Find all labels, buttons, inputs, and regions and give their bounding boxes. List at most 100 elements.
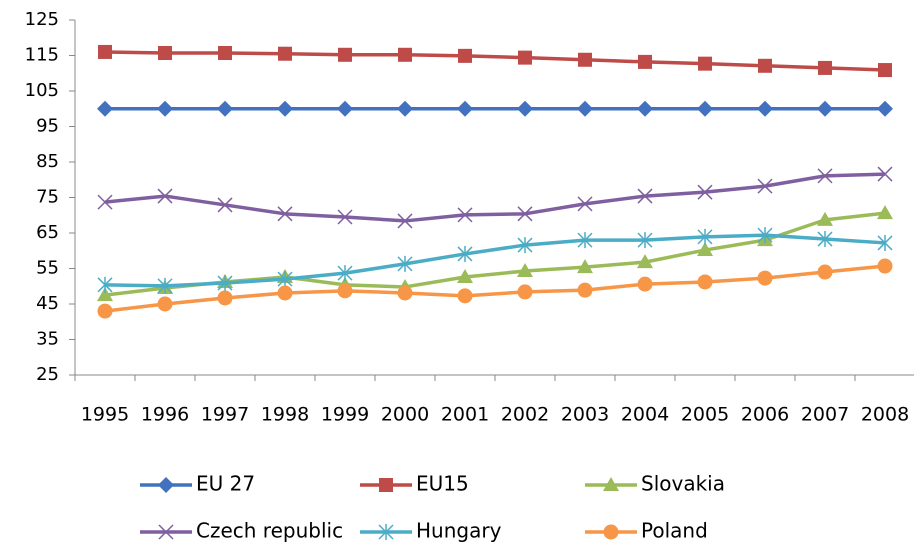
y-tick-label: 75 (36, 187, 59, 208)
marker (217, 275, 233, 292)
x-tick-label: 2003 (561, 404, 609, 426)
marker (457, 245, 473, 262)
x-tick-label: 1997 (201, 404, 249, 426)
marker (697, 100, 713, 117)
marker (378, 524, 394, 540)
marker (397, 255, 413, 272)
marker (158, 46, 172, 61)
marker (637, 188, 653, 204)
marker (878, 63, 892, 78)
marker (877, 258, 893, 274)
marker (217, 290, 233, 306)
marker (577, 100, 593, 117)
marker (758, 58, 772, 73)
marker (218, 46, 232, 61)
marker (97, 194, 113, 210)
marker (577, 282, 593, 298)
marker (97, 100, 113, 117)
marker (217, 100, 233, 117)
marker (697, 242, 713, 257)
marker (877, 166, 893, 182)
marker (817, 100, 833, 117)
marker (877, 100, 893, 117)
y-tick-label: 65 (36, 222, 59, 243)
marker (817, 211, 833, 226)
legend-label: Slovakia (641, 472, 725, 496)
y-tick-label: 85 (36, 151, 59, 172)
y-tick-label: 25 (36, 364, 59, 385)
marker (277, 206, 293, 222)
marker (397, 213, 413, 229)
marker (578, 52, 592, 67)
marker (637, 254, 653, 269)
series-line (104, 233, 886, 288)
x-tick-label: 2000 (381, 404, 429, 426)
marker (278, 46, 292, 61)
x-tick-label: 1999 (321, 404, 369, 426)
marker (517, 284, 533, 300)
marker (157, 277, 173, 294)
marker (97, 276, 113, 293)
y-tick-label: 105 (25, 80, 59, 101)
x-tick-label: 2007 (801, 404, 849, 426)
legend-label: Czech republic (196, 519, 343, 543)
marker (158, 477, 174, 493)
marker (698, 56, 712, 71)
y-tick-label: 35 (36, 329, 59, 350)
legend-label: Poland (641, 519, 708, 543)
marker (817, 264, 833, 280)
marker (757, 227, 773, 244)
series-line (104, 264, 886, 313)
x-tick-label: 1996 (141, 404, 189, 426)
y-tick-label: 95 (36, 116, 59, 137)
y-tick-label: 125 (25, 9, 59, 30)
marker (277, 285, 293, 301)
marker (337, 283, 353, 299)
marker (877, 205, 893, 220)
marker (517, 206, 533, 222)
y-tick-label: 115 (25, 45, 59, 66)
marker (603, 524, 619, 540)
x-tick-label: 2002 (501, 404, 549, 426)
marker (817, 231, 833, 248)
marker (577, 196, 593, 212)
marker (603, 477, 619, 491)
marker (157, 100, 173, 117)
marker (338, 47, 352, 62)
marker (98, 44, 112, 59)
marker (697, 274, 713, 290)
marker (577, 259, 593, 274)
marker (517, 100, 533, 117)
marker (877, 234, 893, 251)
marker (337, 265, 353, 282)
x-tick-label: 1998 (261, 404, 309, 426)
marker (517, 262, 533, 277)
marker (637, 232, 653, 249)
marker (398, 47, 412, 62)
x-tick-label: 2006 (741, 404, 789, 426)
x-tick-label: 1995 (81, 404, 129, 426)
marker (457, 207, 473, 223)
marker (157, 188, 173, 204)
marker (457, 288, 473, 304)
marker (277, 100, 293, 117)
marker (217, 197, 233, 213)
x-tick-label: 2004 (621, 404, 669, 426)
marker (397, 100, 413, 117)
x-tick-label: 2001 (441, 404, 489, 426)
marker (757, 100, 773, 117)
series-line (104, 50, 886, 72)
marker (577, 232, 593, 249)
marker (397, 285, 413, 301)
marker (817, 168, 833, 184)
marker (818, 60, 832, 75)
marker (97, 287, 113, 302)
series-line (104, 172, 886, 223)
x-tick-label: 2005 (681, 404, 729, 426)
legend-label: EU15 (416, 472, 469, 496)
x-tick-label: 2008 (861, 404, 909, 426)
marker (337, 100, 353, 117)
marker (157, 296, 173, 312)
marker (697, 228, 713, 245)
